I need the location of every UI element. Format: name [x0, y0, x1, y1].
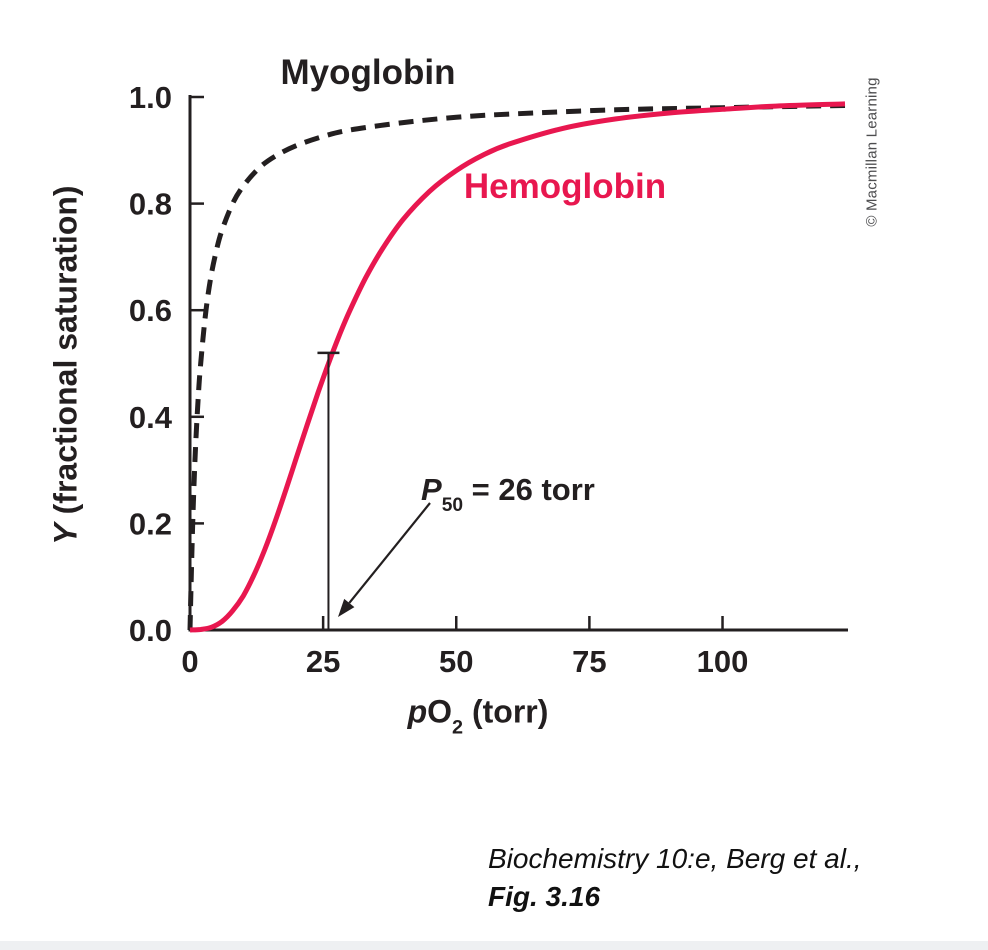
y-axis-description: (fractional saturation) — [47, 185, 84, 524]
myoglobin-label: Myoglobin — [280, 53, 456, 92]
arrow-head — [338, 598, 355, 617]
y-tick-label: 0.2 — [129, 506, 172, 541]
footer-strip — [0, 941, 988, 950]
p50-arrow — [338, 502, 431, 617]
x-tick-label: 0 — [181, 644, 198, 679]
arrow-shaft — [348, 502, 431, 604]
x-axis-units: (torr) — [463, 693, 549, 730]
y-axis-label: Y (fractional saturation) — [48, 185, 85, 544]
hemoglobin-curve — [189, 101, 846, 633]
y-tick-label: 0.6 — [129, 293, 172, 328]
series-curves — [187, 101, 846, 633]
x-axis-label: pO2 (torr) — [407, 693, 549, 738]
myoglobin-curve — [187, 103, 846, 631]
x-axis-subscript: 2 — [452, 716, 464, 739]
p50-symbol: P — [421, 472, 442, 507]
x-axis-o-symbol: O — [427, 693, 453, 730]
p50-subscript: 50 — [441, 494, 464, 516]
x-tick-label: 25 — [306, 644, 340, 679]
tick-labels: 0 25 50 75 100 0.0 0.2 0.4 0.6 0.8 1.0 — [129, 80, 748, 679]
x-axis-p-symbol: p — [407, 693, 428, 730]
hemoglobin-label: Hemoglobin — [463, 167, 667, 206]
p50-value: = 26 torr — [463, 472, 595, 507]
copyright-notice: © Macmillan Learning — [863, 77, 881, 227]
y-tick-label: 0.0 — [129, 613, 172, 648]
x-tick-label: 50 — [439, 644, 473, 679]
caption-source: Biochemistry 10:e, Berg et al., — [488, 843, 862, 874]
y-tick-label: 0.8 — [129, 187, 172, 222]
y-axis-symbol: Y — [47, 523, 84, 545]
p50-annotation: P50 = 26 torr — [421, 472, 595, 515]
y-tick-label: 0.4 — [129, 400, 173, 435]
y-tick-label: 1.0 — [129, 80, 172, 115]
x-tick-label: 100 — [697, 644, 749, 679]
x-tick-label: 75 — [572, 644, 606, 679]
p50-marker — [317, 351, 340, 630]
caption-number: Fig. 3.16 — [488, 880, 601, 912]
figure-caption: Biochemistry 10:e, Berg et al., Fig. 3.1… — [488, 840, 862, 915]
